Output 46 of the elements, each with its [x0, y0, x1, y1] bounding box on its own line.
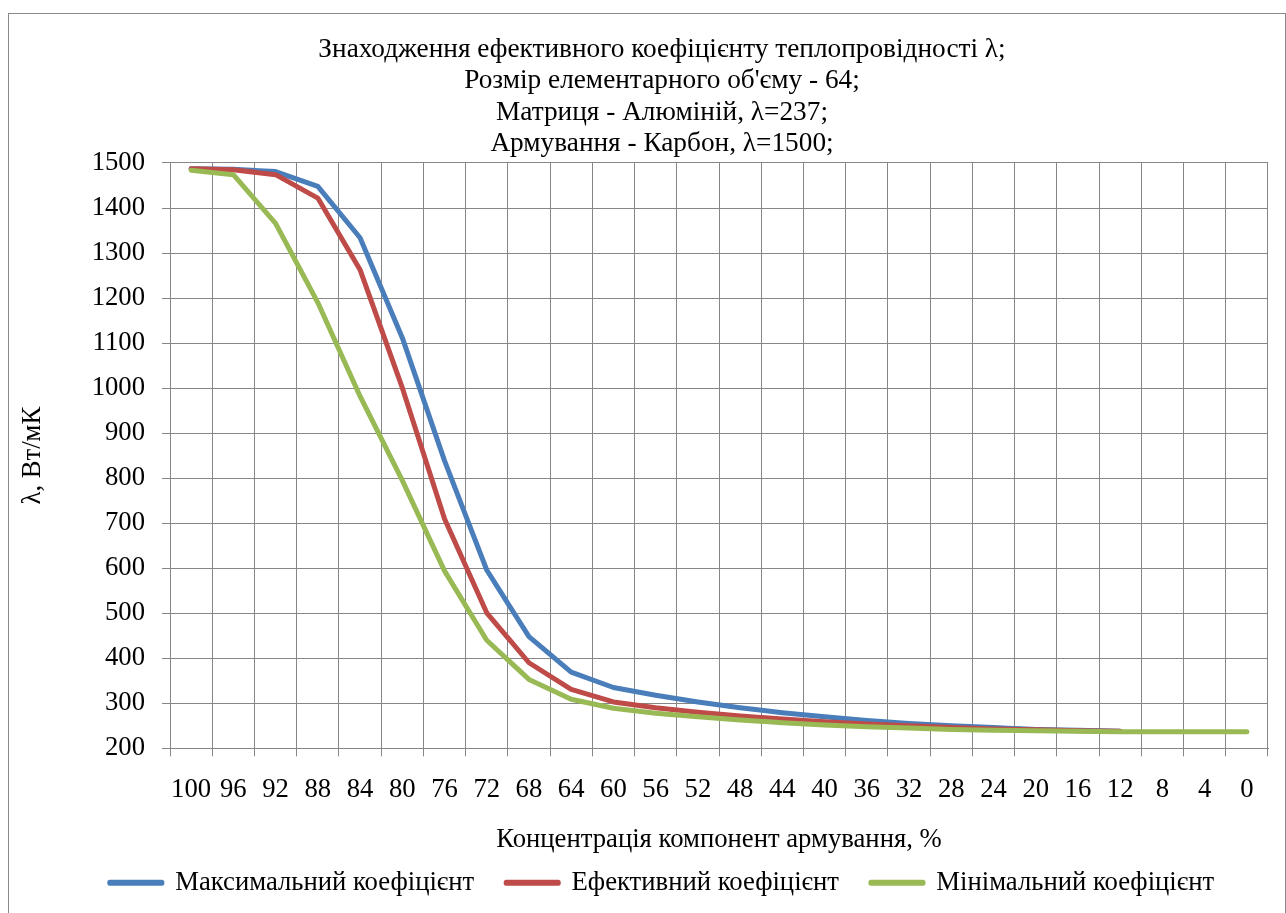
x-tick-label: 8	[1155, 773, 1170, 804]
x-tick-label: 56	[642, 773, 669, 804]
x-tick-label: 76	[431, 773, 458, 804]
x-tick-label: 88	[304, 773, 332, 804]
y-tick-label: 900	[104, 416, 145, 447]
x-tick-label: 60	[600, 773, 627, 804]
y-tick-label: 200	[104, 731, 145, 762]
chart-title: Знаходження ефективного коефіцієнту теплопровідності λ; Розмір елементарного об'єму - 64; Матриця - Алюміній, λ=237; Армування - Карбон, λ=1500;	[318, 32, 1006, 158]
y-tick-label: 1000	[91, 371, 145, 402]
x-tick-label: 84	[346, 773, 374, 804]
y-tick-label: 1500	[91, 145, 145, 176]
y-tick-label: 500	[104, 596, 145, 627]
y-tick-label: 1400	[91, 191, 145, 222]
x-tick-label: 32	[895, 773, 923, 804]
x-tick-label: 24	[980, 773, 1007, 804]
x-tick-label: 4	[1197, 773, 1212, 804]
x-tick-label: 20	[1022, 773, 1050, 804]
x-tick-label: 96	[220, 773, 247, 804]
x-tick-label: 12	[1106, 773, 1134, 804]
y-tick-label: 700	[104, 506, 145, 537]
y-tick-label: 600	[104, 551, 145, 582]
x-tick-label: 44	[769, 773, 796, 804]
x-tick-label: 92	[262, 773, 289, 804]
x-tick-label: 100	[171, 773, 212, 804]
y-tick-label: 1100	[92, 326, 145, 357]
x-tick-label: 40	[811, 773, 838, 804]
x-tick-label: 16	[1064, 773, 1092, 804]
x-tick-label: 64	[557, 773, 585, 804]
y-tick-label: 1300	[91, 236, 145, 267]
x-tick-label: 52	[684, 773, 712, 804]
legend-label: Максимальний коефіцієнт	[175, 865, 475, 896]
y-tick-label: 400	[104, 641, 145, 672]
x-tick-label: 36	[853, 773, 881, 804]
y-axis-title: λ, Вт/мК	[16, 406, 47, 505]
x-tick-label: 80	[388, 773, 416, 804]
x-axis-title: Концентрація компонент армування, %	[496, 823, 942, 854]
x-tick-label: 68	[515, 773, 543, 804]
legend-label: Мінімальний коефіцієнт	[936, 865, 1215, 896]
x-tick-label: 72	[473, 773, 501, 804]
x-tick-label: 28	[937, 773, 965, 804]
legend-label: Ефективний коефіцієнт	[571, 865, 840, 896]
y-tick-label: 300	[104, 686, 145, 717]
x-tick-label: 0	[1240, 773, 1254, 804]
y-tick-label: 800	[104, 461, 145, 492]
y-tick-label: 1200	[91, 281, 145, 312]
x-tick-label: 48	[726, 773, 754, 804]
